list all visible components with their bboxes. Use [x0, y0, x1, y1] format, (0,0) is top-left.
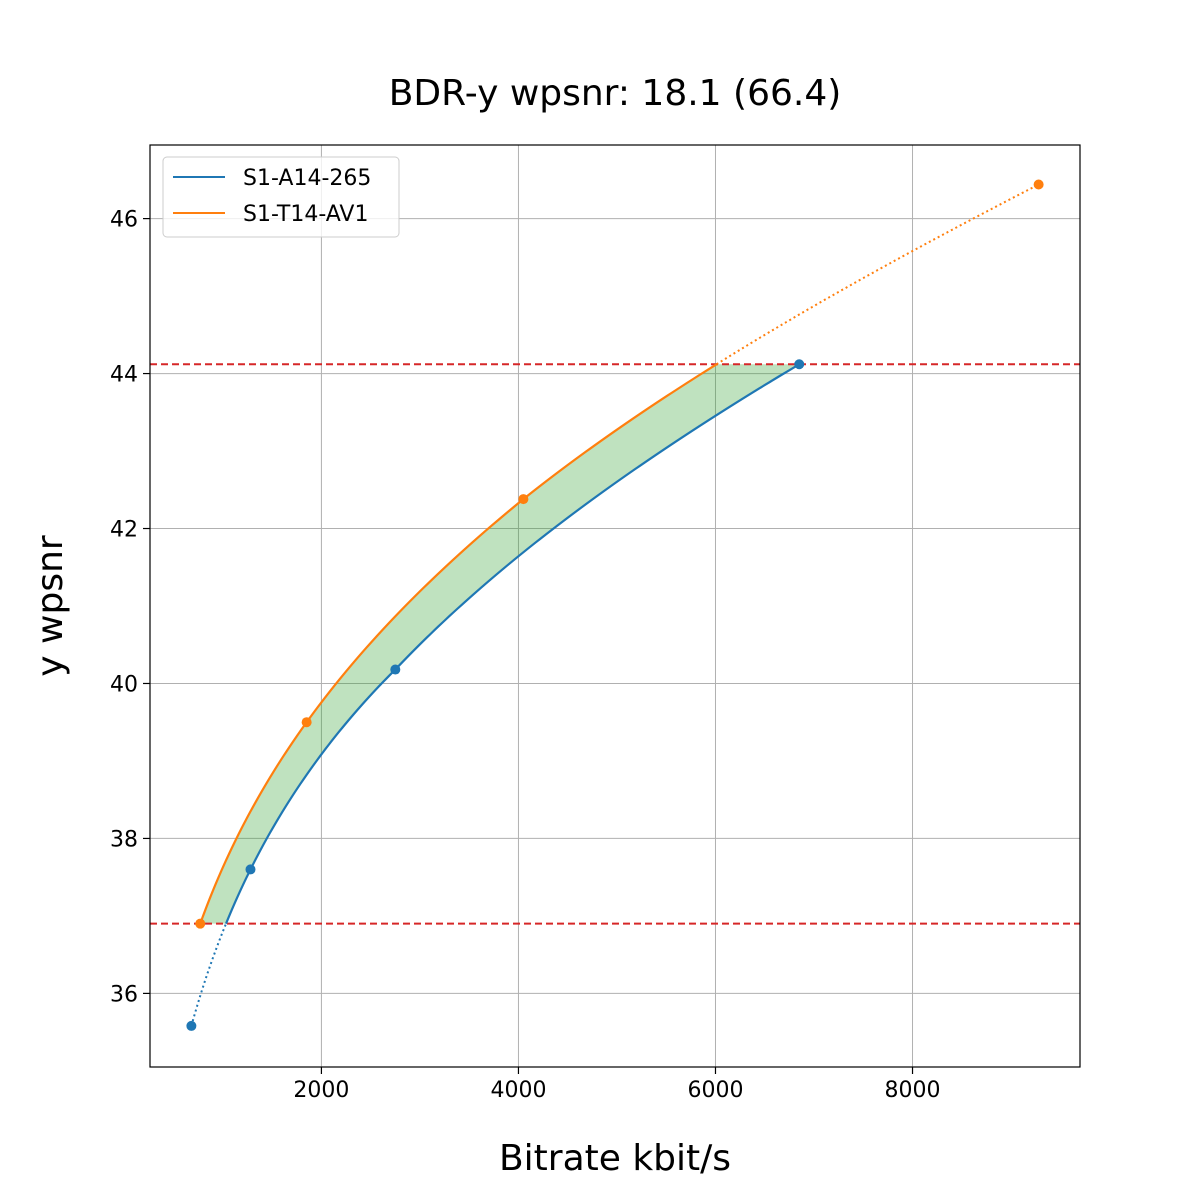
x-tick-label: 8000	[885, 1078, 941, 1103]
series-line	[199, 363, 718, 925]
data-point	[390, 664, 401, 675]
data-point	[518, 494, 529, 505]
data-point	[195, 918, 206, 929]
y-tick-label: 40	[110, 672, 138, 697]
series-line	[224, 363, 800, 925]
y-axis-label: y wpsnr	[30, 535, 71, 677]
plot-frame	[149, 144, 1081, 1068]
x-tick-label: 6000	[687, 1078, 743, 1103]
chart-title: BDR-y wpsnr: 18.1 (66.4)	[389, 73, 842, 114]
data-point	[794, 359, 805, 370]
y-tick-label: 44	[110, 363, 138, 388]
legend-label-s1-t14-av1: S1-T14-AV1	[243, 202, 368, 227]
y-tick-label: 46	[110, 208, 138, 233]
series-layer	[186, 179, 1044, 1031]
x-tick-label: 2000	[293, 1078, 349, 1103]
bd-rate-fill	[200, 364, 800, 924]
series-extrapolation	[190, 923, 227, 1027]
bd-area	[200, 364, 800, 924]
legend-label-s1-a14-265: S1-A14-265	[243, 166, 371, 191]
data-point	[301, 717, 312, 728]
series-s1-t14-av1	[195, 179, 1044, 929]
data-point	[186, 1020, 197, 1031]
y-tick-label: 42	[110, 518, 138, 543]
y-tick-label: 36	[110, 982, 138, 1007]
ticks: 2000 4000 6000 8000 36 38 40 42 44 46	[110, 208, 941, 1103]
series-extrapolation	[716, 183, 1040, 366]
series-s1-a14-265	[186, 359, 805, 1031]
data-point	[1033, 179, 1044, 190]
grid	[150, 145, 1080, 1067]
reference-lines	[150, 363, 1080, 925]
legend: S1-A14-265 S1-T14-AV1	[162, 156, 400, 238]
y-tick-label: 38	[110, 827, 138, 852]
data-point	[245, 864, 256, 875]
x-tick-label: 4000	[490, 1078, 546, 1103]
x-axis-label: Bitrate kbit/s	[499, 1138, 731, 1179]
